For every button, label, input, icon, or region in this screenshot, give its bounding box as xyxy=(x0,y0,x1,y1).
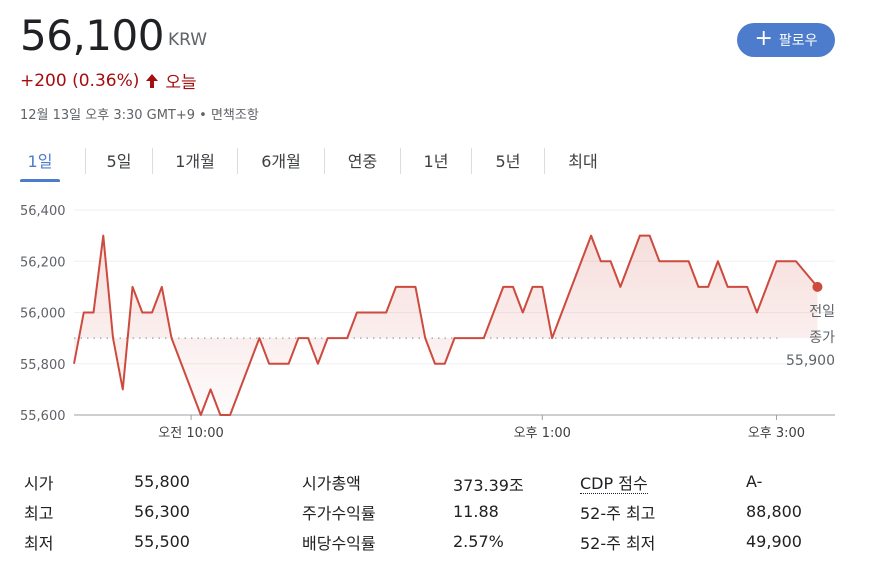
tab-divider xyxy=(324,148,325,174)
currency-code: KRW xyxy=(168,30,208,50)
y-tick-label: 56,000 xyxy=(20,307,66,322)
stat-low-value: 55,500 xyxy=(134,532,190,551)
arrow-up-icon xyxy=(146,73,159,88)
y-tick-label: 55,600 xyxy=(20,409,66,424)
tab-5y[interactable]: 5년 xyxy=(495,152,521,171)
y-tick-label: 56,200 xyxy=(20,255,66,270)
tab-divider xyxy=(400,148,401,174)
tab-1d[interactable]: 1일 xyxy=(20,140,60,182)
tab-ytd[interactable]: 연중 xyxy=(347,152,378,171)
stock-price: 56,100 xyxy=(20,11,164,60)
stat-cdp-label[interactable]: CDP 점수 xyxy=(580,474,648,494)
price-area-fill xyxy=(74,235,818,415)
tab-max[interactable]: 최대 xyxy=(568,152,598,171)
previous-close-label: 전일 xyxy=(809,304,835,320)
tab-divider xyxy=(471,148,472,174)
price-chart[interactable]: 56,400 56,200 56,000 55,800 55,600 오전 10:00 오후… xyxy=(0,190,877,450)
stat-dividend-value: 2.57% xyxy=(453,532,504,551)
y-tick-label: 55,800 xyxy=(20,358,66,373)
stat-dividend-label: 배당수익률 xyxy=(302,534,376,553)
follow-label: 팔로우 xyxy=(778,33,818,49)
stat-52w-low-value: 49,900 xyxy=(746,532,802,551)
stat-low-label: 최저 xyxy=(24,534,54,553)
x-tick-label: 오후 1:00 xyxy=(514,426,571,441)
tab-5d[interactable]: 5일 xyxy=(106,152,132,171)
stat-pe-label: 주가수익률 xyxy=(302,504,376,523)
price-line xyxy=(73,234,819,416)
tab-1y[interactable]: 1년 xyxy=(423,152,449,171)
stat-52w-high-value: 88,800 xyxy=(746,502,802,521)
tab-divider xyxy=(237,148,238,174)
change-period: 오늘 xyxy=(165,73,197,93)
x-tick-label: 오후 3:00 xyxy=(748,426,805,441)
stat-52w-low-label: 52-주 최저 xyxy=(580,534,656,553)
x-tick-label: 오전 10:00 xyxy=(158,426,224,441)
tab-divider xyxy=(85,148,86,174)
follow-button[interactable]: + 팔로우 xyxy=(737,23,835,57)
previous-close-label: 종가 xyxy=(809,330,835,346)
plus-icon: + xyxy=(754,26,773,51)
stat-open-label: 시가 xyxy=(24,474,54,493)
price-change: +200 (0.36%) 오늘 xyxy=(20,68,197,94)
timestamp-disclaimer: 12월 13일 오후 3:30 GMT+9 • 면책조항 xyxy=(20,108,259,123)
stat-high-label: 최고 xyxy=(24,504,54,523)
tab-divider xyxy=(544,148,545,174)
stat-pe-value: 11.88 xyxy=(453,502,499,521)
stat-52w-high-label: 52-주 최고 xyxy=(580,504,656,523)
range-tabs: 1일 5일 1개월 6개월 연중 1년 5년 최대 xyxy=(20,140,621,182)
tab-divider xyxy=(152,148,153,174)
stat-high-value: 56,300 xyxy=(134,502,190,521)
stat-market-cap-label: 시가총액 xyxy=(302,474,361,493)
tab-1m[interactable]: 1개월 xyxy=(175,152,215,171)
change-value: +200 (0.36%) xyxy=(20,70,140,91)
previous-close-label: 55,900 xyxy=(786,353,835,369)
stat-cdp-value: A- xyxy=(746,472,763,491)
tab-6m[interactable]: 6개월 xyxy=(261,152,301,171)
y-tick-label: 56,400 xyxy=(20,204,66,219)
stat-market-cap-value: 373.39조 xyxy=(453,476,524,495)
stat-open-value: 55,800 xyxy=(134,472,190,491)
current-price-dot xyxy=(812,281,823,292)
